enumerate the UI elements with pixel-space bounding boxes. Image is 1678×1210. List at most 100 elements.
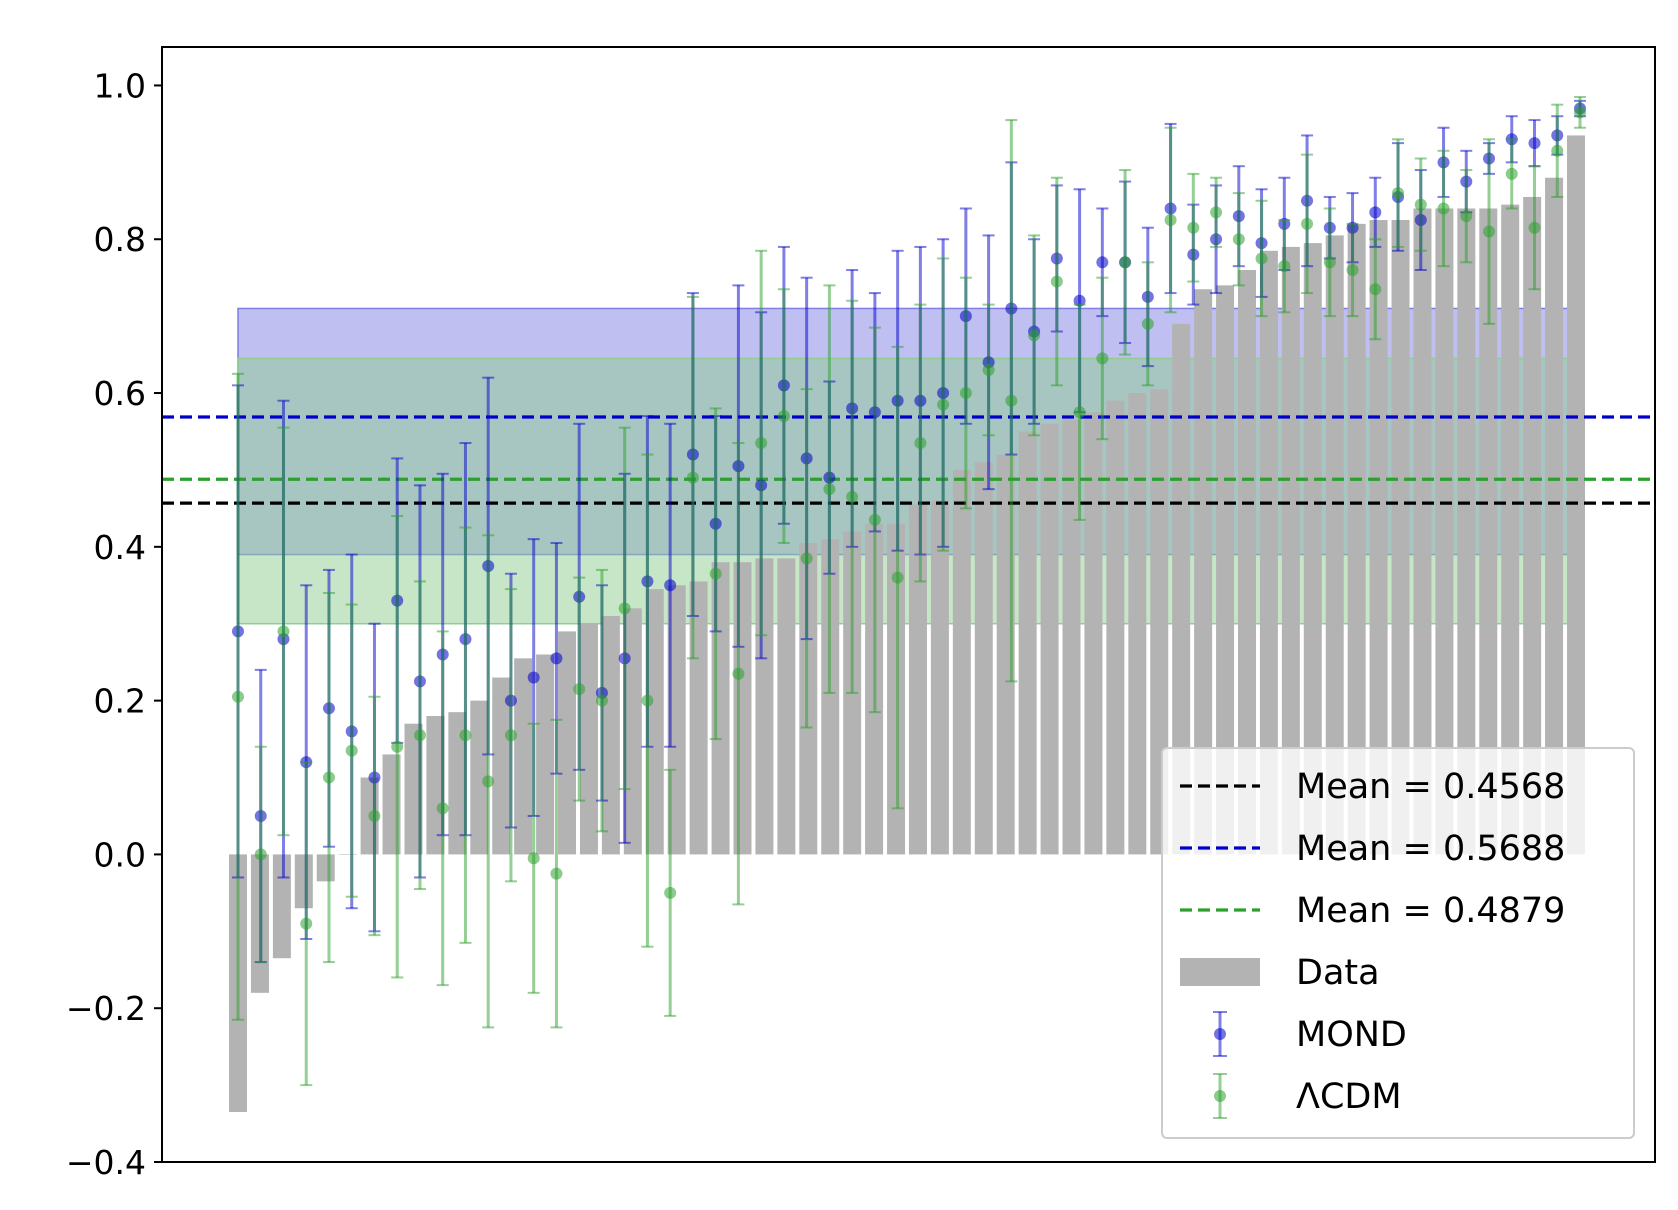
data-bar bbox=[1281, 246, 1300, 855]
data-point bbox=[550, 652, 563, 665]
data-bar bbox=[1172, 323, 1191, 855]
data-point bbox=[1323, 256, 1336, 269]
data-point bbox=[1505, 167, 1518, 180]
data-bar bbox=[755, 558, 774, 855]
data-point bbox=[755, 437, 768, 450]
data-bar bbox=[799, 542, 818, 855]
data-bar bbox=[952, 469, 971, 855]
data-point bbox=[1437, 202, 1450, 215]
data-point bbox=[345, 744, 358, 757]
data-point bbox=[732, 667, 745, 680]
data-point bbox=[1050, 275, 1063, 288]
data-point bbox=[664, 579, 677, 592]
data-point bbox=[527, 852, 540, 865]
data-bar bbox=[1479, 208, 1498, 855]
y-tick-label: 0.0 bbox=[94, 835, 146, 874]
data-point bbox=[1392, 187, 1405, 200]
data-bar bbox=[1567, 135, 1585, 855]
data-point bbox=[595, 694, 608, 707]
data-point bbox=[1164, 214, 1177, 227]
data-point bbox=[1119, 256, 1132, 269]
data-point bbox=[846, 490, 859, 503]
data-point bbox=[527, 671, 540, 684]
data-bar bbox=[1062, 419, 1081, 855]
data-point bbox=[641, 694, 654, 707]
data-point bbox=[823, 483, 836, 496]
data-point bbox=[1369, 206, 1382, 219]
data-point bbox=[1187, 221, 1200, 234]
data-point bbox=[664, 886, 677, 899]
data-bar bbox=[1303, 243, 1322, 855]
data-bar bbox=[272, 854, 291, 959]
data-point bbox=[573, 683, 586, 696]
data-point bbox=[1232, 233, 1245, 246]
data-bar bbox=[887, 523, 906, 855]
data-bar bbox=[1040, 423, 1059, 855]
data-bar bbox=[1018, 431, 1037, 855]
series-lcdm bbox=[232, 95, 1586, 1087]
data-point bbox=[618, 602, 631, 615]
data-bar bbox=[1369, 220, 1388, 855]
data-point bbox=[436, 802, 449, 815]
data-bar bbox=[667, 585, 686, 855]
data-point bbox=[914, 437, 927, 450]
data-bar bbox=[1501, 204, 1520, 855]
data-point bbox=[1210, 206, 1223, 219]
data-bar bbox=[1106, 400, 1125, 855]
data-point bbox=[1483, 225, 1496, 238]
legend-label: Mean = 0.4568 bbox=[1296, 767, 1565, 807]
data-bar bbox=[404, 723, 423, 855]
data-point bbox=[391, 740, 404, 753]
data-bar bbox=[1259, 250, 1278, 855]
legend-box bbox=[1161, 747, 1635, 1139]
legend-marker bbox=[1214, 1090, 1226, 1102]
data-bar bbox=[536, 654, 555, 855]
legend-marker bbox=[1214, 1028, 1226, 1040]
data-bar bbox=[930, 500, 949, 855]
data-point bbox=[277, 625, 290, 638]
y-tick-label: 0.6 bbox=[94, 374, 146, 413]
data-bar bbox=[1545, 177, 1564, 855]
y-tick-label: −0.4 bbox=[66, 1143, 146, 1182]
data-bar bbox=[1457, 208, 1476, 855]
data-bar bbox=[514, 658, 533, 855]
data-point bbox=[1414, 198, 1427, 211]
data-bar bbox=[1413, 208, 1432, 855]
data-point bbox=[1528, 137, 1541, 150]
data-bar bbox=[1347, 223, 1366, 855]
data-bar bbox=[601, 616, 620, 855]
data-bar bbox=[821, 539, 840, 855]
y-tick-label: 0.8 bbox=[94, 220, 146, 259]
data-bar bbox=[470, 700, 489, 855]
data-point bbox=[1096, 352, 1109, 365]
y-tick-label: 1.0 bbox=[94, 66, 146, 105]
data-point bbox=[459, 729, 472, 742]
y-tick-label: −0.2 bbox=[66, 989, 146, 1028]
data-bar bbox=[426, 716, 445, 855]
data-bar bbox=[1194, 289, 1213, 855]
data-bar bbox=[1523, 196, 1542, 855]
data-point bbox=[1028, 329, 1041, 342]
legend-patch bbox=[1180, 958, 1260, 986]
data-point bbox=[1005, 394, 1018, 407]
data-point bbox=[550, 867, 563, 880]
data-point bbox=[891, 571, 904, 584]
data-point bbox=[300, 917, 313, 930]
data-point bbox=[322, 771, 335, 784]
data-bar bbox=[645, 589, 664, 855]
data-point bbox=[709, 567, 722, 580]
data-bar bbox=[1216, 285, 1235, 855]
data-point bbox=[868, 513, 881, 526]
data-point bbox=[777, 410, 790, 423]
data-bar bbox=[1435, 208, 1454, 855]
data-point bbox=[413, 729, 426, 742]
data-point bbox=[368, 809, 381, 822]
mean-lines bbox=[162, 415, 1655, 505]
data-point bbox=[1301, 217, 1314, 230]
data-point bbox=[254, 848, 267, 861]
data-bar bbox=[733, 562, 752, 855]
data-point bbox=[1073, 406, 1086, 419]
data-point bbox=[1460, 210, 1473, 223]
data-bar bbox=[974, 462, 993, 855]
